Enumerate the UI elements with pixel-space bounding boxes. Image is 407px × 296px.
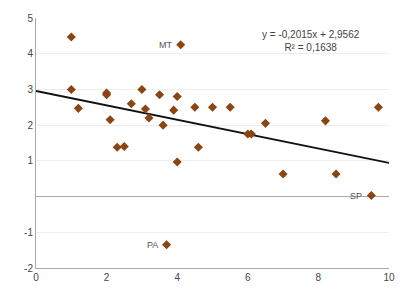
svg-text:2: 2: [104, 272, 110, 283]
svg-text:-1: -1: [24, 227, 33, 238]
svg-text:PA: PA: [147, 240, 158, 250]
svg-text:2: 2: [27, 120, 33, 131]
svg-text:4: 4: [27, 48, 33, 59]
svg-text:-2: -2: [24, 263, 33, 274]
svg-text:10: 10: [383, 272, 395, 283]
svg-text:5: 5: [27, 13, 33, 24]
svg-text:1: 1: [27, 155, 33, 166]
svg-text:SP: SP: [350, 191, 362, 201]
svg-text:MT: MT: [159, 40, 172, 50]
svg-text:0: 0: [33, 272, 39, 283]
svg-text:4: 4: [174, 272, 180, 283]
svg-text:y = -0,2015x + 2,9562R² = 0,16: y = -0,2015x + 2,9562R² = 0,1638: [262, 29, 360, 53]
svg-text:8: 8: [316, 272, 322, 283]
svg-text:6: 6: [245, 272, 251, 283]
svg-text:3: 3: [27, 84, 33, 95]
